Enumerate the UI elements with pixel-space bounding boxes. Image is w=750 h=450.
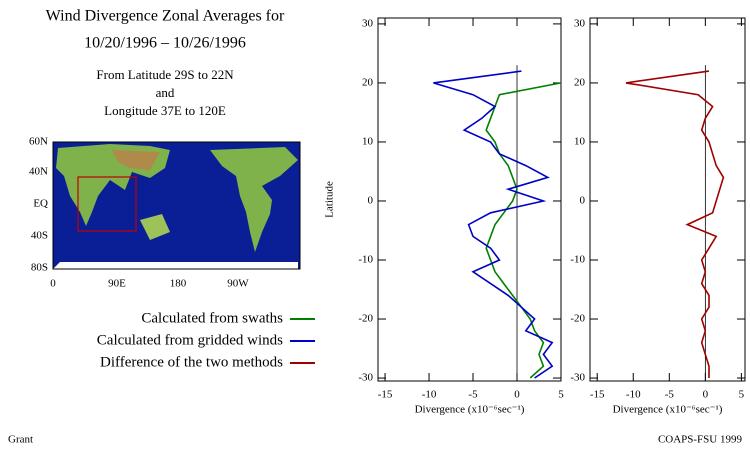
x-tick-label: -5 <box>468 389 478 401</box>
y-tick-label: -20 <box>570 313 585 325</box>
data-line <box>433 70 554 379</box>
map-lat-label: 80S <box>31 262 48 274</box>
data-line <box>625 70 725 378</box>
land <box>112 150 160 170</box>
x-axis-label: Divergence (x10⁻⁶sec⁻¹) <box>613 404 723 416</box>
y-tick-label: 20 <box>362 76 374 88</box>
ice <box>53 262 298 269</box>
subtitle-line: and <box>156 85 175 100</box>
map-lat-label: 40N <box>29 166 48 178</box>
footer-right: COAPS-FSU 1999 <box>658 434 743 446</box>
map-lon-label: 90E <box>108 278 126 290</box>
land <box>140 214 170 240</box>
y-tick-label: 10 <box>574 135 586 147</box>
x-tick-label: 5 <box>558 389 564 401</box>
map-frame <box>52 141 301 270</box>
y-tick-label: 0 <box>368 195 374 207</box>
legend-label: Calculated from swaths <box>141 310 283 326</box>
x-axis-label: Divergence (x10⁻⁶sec⁻¹) <box>415 404 525 416</box>
map-lat-label: 40S <box>31 230 48 242</box>
map <box>52 141 301 270</box>
map-lon-label: 180 <box>170 278 187 290</box>
x-tick-label: 0 <box>703 389 709 401</box>
subtitle-line: From Latitude 29S to 22N <box>96 67 234 82</box>
y-tick-label: 30 <box>362 17 374 29</box>
y-tick-label: 0 <box>580 195 586 207</box>
y-tick-label: -30 <box>358 372 373 384</box>
plot-frame <box>589 17 746 382</box>
y-tick-label: 10 <box>362 135 374 147</box>
subtitle-line: Longitude 37E to 120E <box>104 103 226 118</box>
x-tick-label: 0 <box>514 389 520 401</box>
x-tick-label: -15 <box>590 389 605 401</box>
y-tick-label: -10 <box>570 254 585 266</box>
map-lat-label: EQ <box>33 198 48 210</box>
y-tick-label: 30 <box>574 17 586 29</box>
x-tick-label: -10 <box>626 389 641 401</box>
x-tick-label: -10 <box>422 389 437 401</box>
y-tick-label: -30 <box>570 372 585 384</box>
x-tick-label: -15 <box>378 389 393 401</box>
land <box>210 147 298 252</box>
x-tick-label: 5 <box>739 389 745 401</box>
data-line <box>485 82 562 379</box>
footer-left: Grant <box>8 434 33 446</box>
y-tick-label: -20 <box>358 313 373 325</box>
y-axis-label: Latitude <box>324 181 336 218</box>
map-lon-label: 0 <box>50 278 56 290</box>
map-lon-label: 90W <box>227 278 249 290</box>
x-tick-label: -5 <box>665 389 675 401</box>
plot-frame <box>377 17 562 382</box>
y-tick-label: 20 <box>574 76 586 88</box>
title-line: 10/20/1996 – 10/26/1996 <box>84 35 246 52</box>
y-tick-label: -10 <box>358 254 373 266</box>
title-line: Wind Divergence Zonal Averages for <box>46 8 285 25</box>
legend-label: Difference of the two methods <box>100 354 283 370</box>
region-box <box>77 176 137 232</box>
legend-label: Calculated from gridded winds <box>97 332 283 348</box>
map-lat-label: 60N <box>29 136 48 148</box>
